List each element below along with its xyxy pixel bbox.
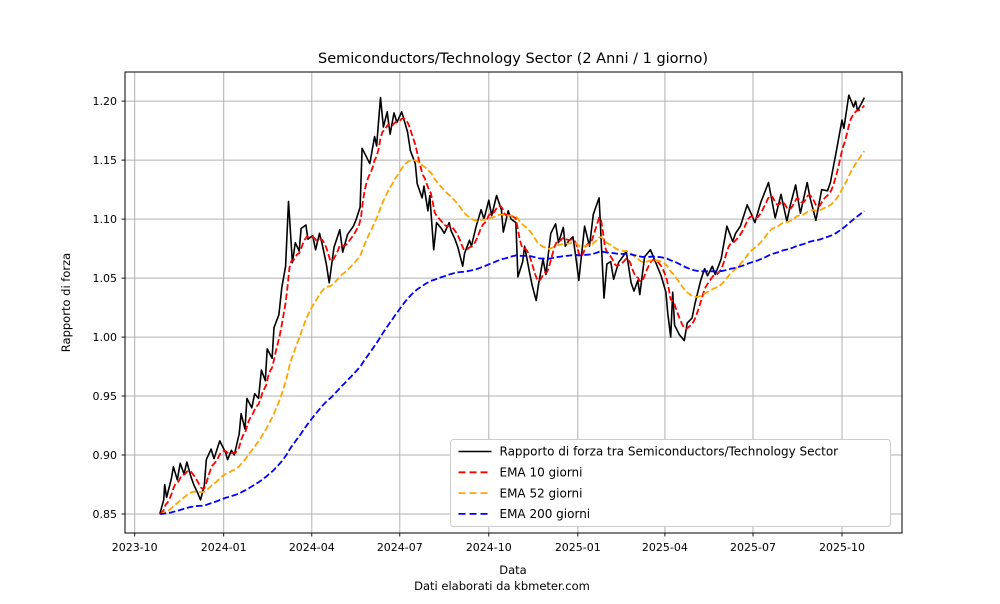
y-tick-label: 1.05	[93, 272, 118, 285]
chart-title: Semiconductors/Technology Sector (2 Anni…	[318, 51, 708, 67]
axis-ticks: 2023-10 2024-01 2024-04 2024-07 2024-10 2025-…	[93, 95, 865, 554]
y-axis-label: Rapporto di forza	[59, 253, 73, 352]
x-tick-label: 2024-04	[289, 541, 335, 554]
x-tick-label: 2024-10	[466, 541, 512, 554]
caption: Dati elaborati da kbmeter.com	[414, 579, 590, 593]
legend-label: EMA 52 giorni	[500, 486, 583, 500]
y-tick-label: 0.95	[93, 390, 118, 403]
series-lines	[159, 94, 866, 515]
legend-label: Rapporto di forza tra Semiconductors/Tec…	[500, 445, 839, 459]
ema52-line	[159, 150, 866, 515]
x-tick-label: 2023-10	[112, 541, 158, 554]
plot-border	[124, 71, 903, 534]
y-tick-label: 1.10	[93, 213, 118, 226]
legend-box	[450, 439, 891, 527]
legend-label: EMA 200 giorni	[500, 507, 591, 521]
x-tick-label: 2025-01	[555, 541, 601, 554]
y-tick-label: 0.85	[93, 508, 118, 521]
x-tick-label: 2024-01	[201, 541, 247, 554]
y-tick-label: 0.90	[93, 449, 118, 462]
x-tick-label: 2025-04	[642, 541, 688, 554]
legend-label: EMA 10 giorni	[500, 466, 583, 480]
x-tick-label: 2025-07	[730, 541, 776, 554]
y-tick-label: 1.00	[93, 331, 118, 344]
x-tick-label: 2025-10	[819, 541, 865, 554]
legend: Rapporto di forza tra Semiconductors/Tec…	[450, 439, 891, 527]
x-tick-label: 2024-07	[377, 541, 423, 554]
ema200-line	[159, 210, 865, 515]
y-tick-label: 1.20	[93, 95, 118, 108]
x-axis-label: Data	[499, 563, 526, 577]
y-tick-label: 1.15	[93, 154, 118, 167]
